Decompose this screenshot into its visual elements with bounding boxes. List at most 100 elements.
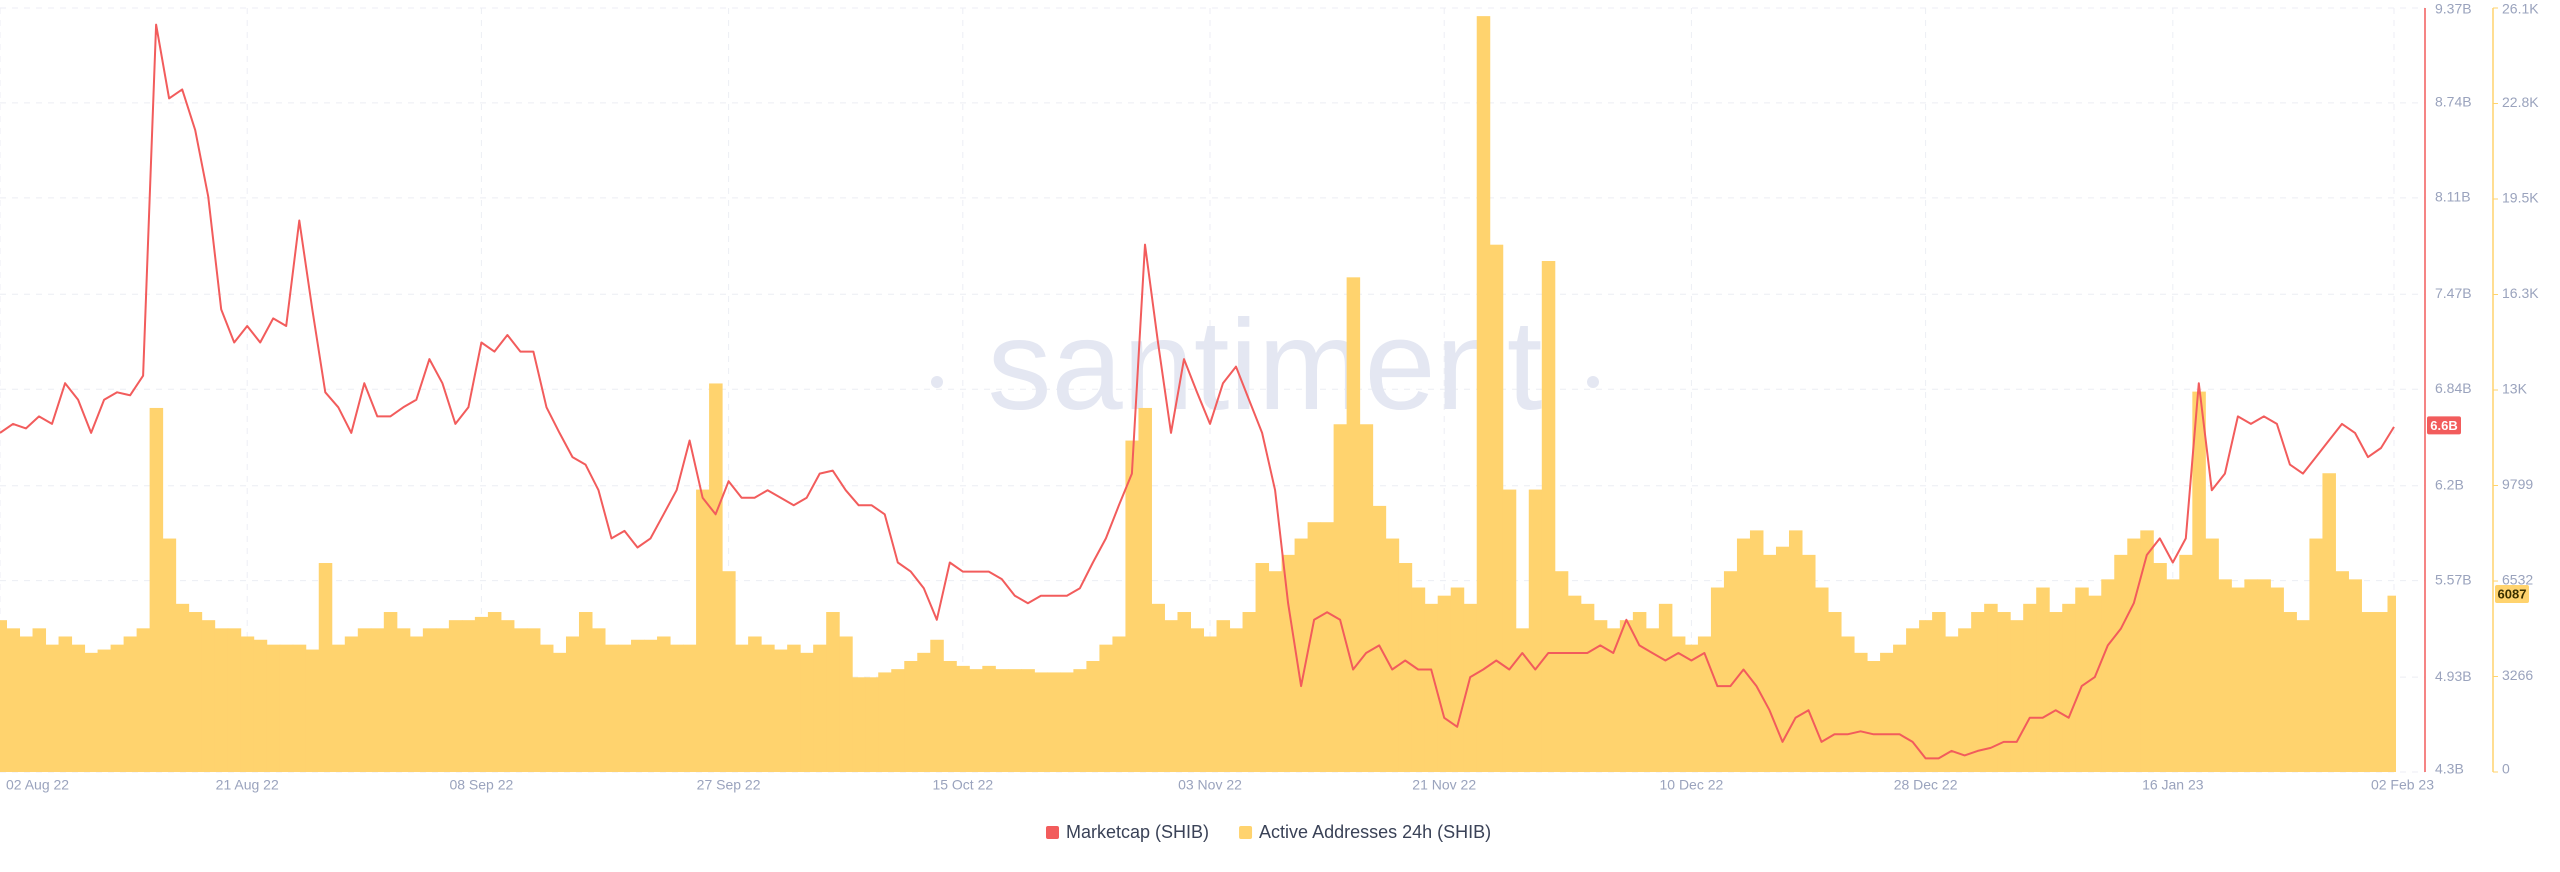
- bar: [201, 620, 216, 772]
- bar: [1203, 636, 1218, 772]
- bar: [45, 644, 60, 772]
- bar: [605, 644, 619, 772]
- x-tick-label: 08 Sep 22: [449, 777, 513, 793]
- bar: [917, 652, 931, 772]
- y2-tick-label: 13K: [2502, 381, 2528, 397]
- bar: [123, 636, 138, 772]
- bar: [2257, 579, 2271, 772]
- bar: [1164, 620, 1178, 772]
- x-tick-label: 02 Aug 22: [6, 777, 69, 793]
- x-tick-label: 15 Oct 22: [932, 777, 993, 793]
- bar: [175, 603, 190, 772]
- bar: [1906, 628, 1920, 772]
- bar: [865, 677, 879, 772]
- bar: [2088, 595, 2102, 772]
- bar: [435, 628, 450, 772]
- bar: [1671, 636, 1686, 772]
- bar: [631, 639, 645, 772]
- y-tick-label: 7.47B: [2435, 285, 2472, 301]
- bar: [1255, 563, 1270, 772]
- bar: [878, 672, 892, 772]
- bar: [1554, 571, 1569, 772]
- bar: [409, 636, 424, 772]
- bar: [1815, 587, 1829, 772]
- bar: [2101, 579, 2115, 772]
- bar: [279, 644, 294, 772]
- bar: [110, 644, 125, 772]
- legend-marker[interactable]: [1239, 826, 1253, 839]
- bar: [1867, 660, 1881, 772]
- bar: [1749, 530, 1764, 772]
- bar: [1229, 628, 1244, 772]
- bar: [1099, 644, 1113, 772]
- bar: [1268, 571, 1283, 772]
- bar: [500, 620, 515, 772]
- bar: [2322, 473, 2336, 772]
- bar: [969, 669, 983, 772]
- bar: [1710, 587, 1725, 772]
- bar: [331, 644, 346, 772]
- bar: [2244, 579, 2258, 772]
- legend-label[interactable]: Active Addresses 24h (SHIB): [1259, 822, 1491, 842]
- bar: [1476, 16, 1491, 772]
- x-tick-label: 03 Nov 22: [1178, 777, 1242, 793]
- bar: [539, 644, 554, 772]
- y-tick-label: 5.57B: [2435, 571, 2472, 587]
- x-tick-label: 10 Dec 22: [1659, 777, 1723, 793]
- axes: 4.3B 4.93B 5.57B 6.2B 6.84B 7.47B 8.11B 8.74B 9.…: [6, 1, 2539, 793]
- y-tick-label: 4.3B: [2435, 761, 2464, 777]
- bar: [2335, 571, 2349, 772]
- bar: [2127, 538, 2141, 772]
- bar: [1919, 620, 1933, 772]
- bar: [1138, 407, 1152, 772]
- bar: [774, 649, 788, 772]
- bar: [2062, 603, 2076, 772]
- bar: [1398, 563, 1413, 772]
- legend-marker[interactable]: [1046, 826, 1059, 839]
- bar: [84, 652, 99, 772]
- bar: [982, 665, 996, 772]
- y-tick-label: 8.74B: [2435, 94, 2472, 110]
- bar: [565, 636, 580, 772]
- bar: [2179, 554, 2193, 772]
- x-tick-label: 27 Sep 22: [697, 777, 761, 793]
- legend-label[interactable]: Marketcap (SHIB): [1066, 822, 1209, 842]
- bar: [2374, 612, 2388, 772]
- bar: [1060, 672, 1074, 772]
- watermark-group: santiment: [931, 294, 1599, 437]
- bar: [0, 620, 8, 772]
- bar: [2309, 538, 2323, 772]
- bar: [1112, 636, 1126, 772]
- bar: [1281, 554, 1296, 772]
- bar: [1802, 554, 1816, 772]
- bar: [1424, 603, 1439, 772]
- bar: [2283, 612, 2297, 772]
- bar: [344, 636, 359, 772]
- bar: [1385, 538, 1400, 772]
- watermark-dot: [1587, 376, 1599, 388]
- y2-tick-label: 16.3K: [2502, 285, 2539, 301]
- bar: [2023, 603, 2037, 772]
- bar: [1775, 546, 1790, 772]
- bar: [461, 620, 476, 772]
- y-tick-label: 6.84B: [2435, 380, 2472, 396]
- bar: [2114, 554, 2128, 772]
- y-tick-label: 9.37B: [2435, 1, 2472, 17]
- bar: [1736, 538, 1751, 772]
- bar: [1073, 669, 1087, 772]
- bar: [6, 628, 21, 772]
- bar: [136, 628, 151, 772]
- bar: [1294, 538, 1309, 772]
- bar: [904, 660, 918, 772]
- bar: [1762, 554, 1777, 772]
- bar: [552, 652, 567, 772]
- bar: [2049, 612, 2063, 772]
- bar: [214, 628, 229, 772]
- bar: [1828, 612, 1842, 772]
- bar: [1984, 603, 1998, 772]
- bar: [644, 639, 658, 772]
- bar: [2361, 612, 2375, 772]
- bar: [787, 644, 801, 772]
- bar: [1372, 505, 1387, 772]
- bar: [58, 636, 73, 772]
